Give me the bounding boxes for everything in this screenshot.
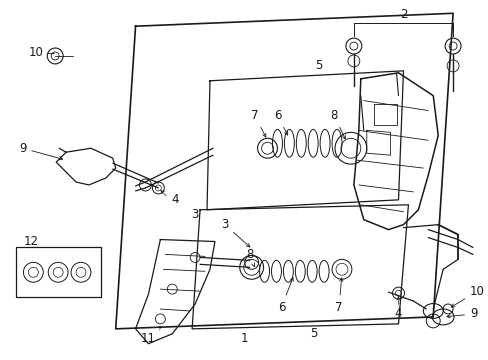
Text: 4: 4 xyxy=(394,307,402,320)
Text: 7: 7 xyxy=(335,278,342,314)
Text: 6: 6 xyxy=(277,278,293,314)
Text: 6: 6 xyxy=(273,109,287,135)
Text: 10: 10 xyxy=(29,46,44,59)
Bar xyxy=(17,247,101,297)
Text: 5: 5 xyxy=(310,327,317,340)
Text: 9: 9 xyxy=(19,142,62,160)
Text: 5: 5 xyxy=(315,59,322,72)
Text: 10: 10 xyxy=(450,285,484,307)
Text: 2: 2 xyxy=(399,8,407,21)
Text: 1: 1 xyxy=(241,332,248,345)
Text: 3: 3 xyxy=(191,208,199,221)
Text: 11: 11 xyxy=(141,327,161,345)
Text: 12: 12 xyxy=(24,235,39,248)
Text: 8: 8 xyxy=(245,248,254,267)
Text: 9: 9 xyxy=(446,307,476,320)
Text: 3: 3 xyxy=(221,218,249,247)
Text: 7: 7 xyxy=(250,109,265,137)
Text: 4: 4 xyxy=(171,193,179,206)
Text: 8: 8 xyxy=(330,109,345,139)
